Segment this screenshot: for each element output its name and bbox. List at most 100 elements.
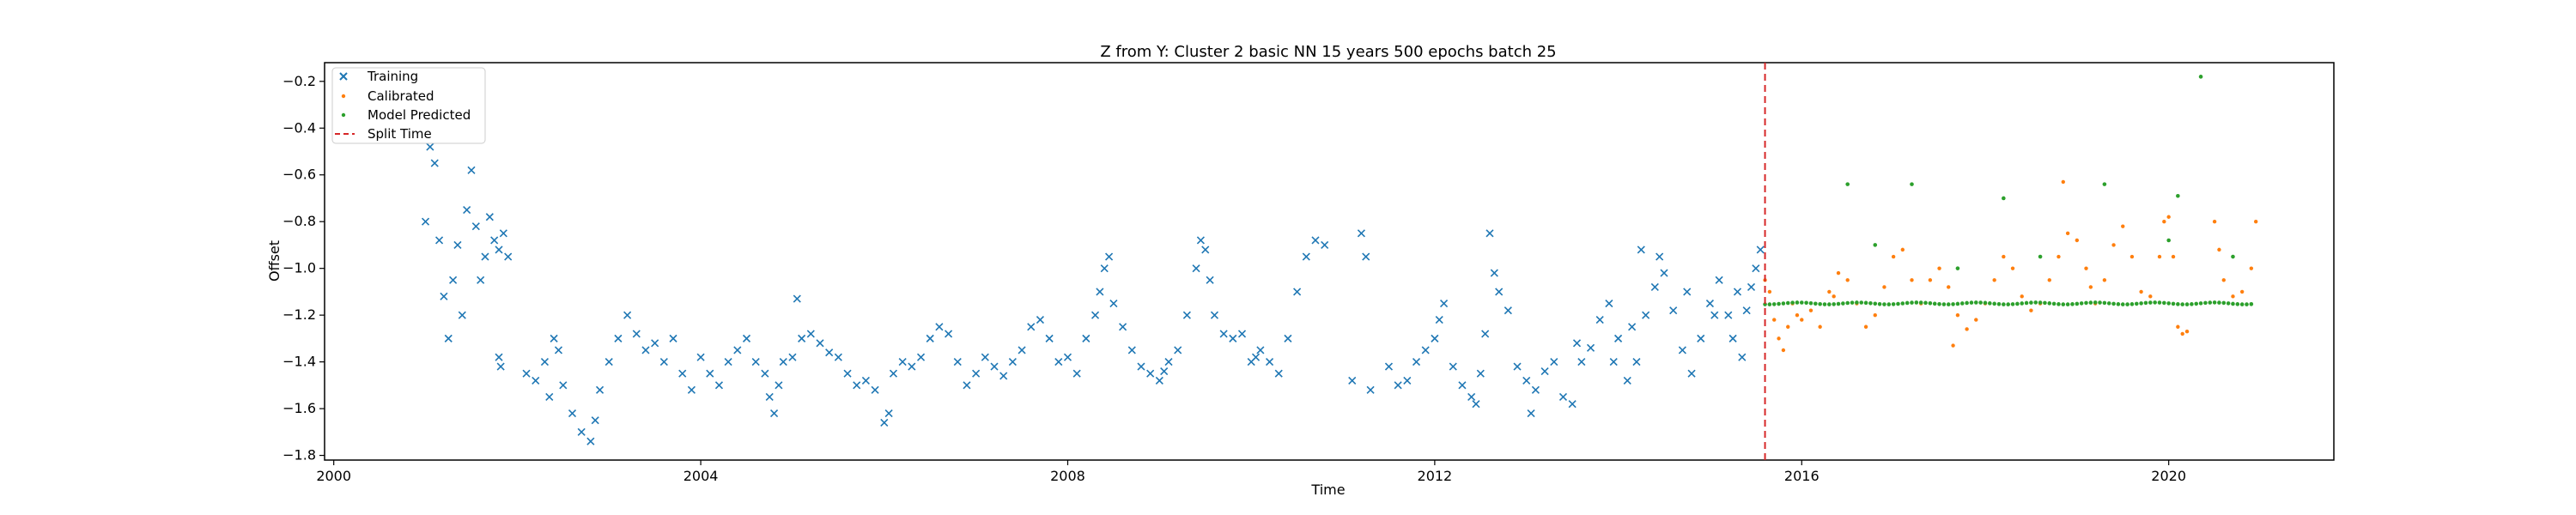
predicted-point bbox=[2075, 301, 2080, 306]
training-point bbox=[1192, 264, 1200, 273]
predicted-point bbox=[2024, 300, 2029, 306]
calibrated-point bbox=[1900, 247, 1905, 252]
training-point bbox=[1182, 311, 1191, 319]
training-point bbox=[591, 416, 599, 425]
predicted-point bbox=[1863, 300, 1868, 306]
predicted-point bbox=[2180, 302, 2184, 306]
training-point bbox=[999, 372, 1008, 380]
y-tick-label: −0.8 bbox=[283, 213, 316, 229]
predicted-point bbox=[2212, 300, 2217, 305]
predicted-point bbox=[2198, 75, 2203, 79]
predicted-point bbox=[1781, 301, 1786, 306]
predicted-point bbox=[1900, 301, 1905, 306]
training-point bbox=[1018, 346, 1026, 354]
y-tick-label: −1.8 bbox=[283, 447, 316, 464]
predicted-point bbox=[2111, 301, 2116, 306]
predicted-point bbox=[2106, 301, 2111, 306]
calibrated-point bbox=[2020, 294, 2024, 299]
calibrated-point bbox=[2057, 254, 2061, 259]
predicted-point bbox=[1855, 300, 1859, 305]
training-point bbox=[1540, 367, 1549, 376]
calibrated-point bbox=[2075, 238, 2080, 243]
training-point bbox=[426, 142, 434, 151]
predicted-point bbox=[1992, 301, 1996, 306]
training-point bbox=[449, 276, 458, 284]
training-point bbox=[1348, 376, 1357, 385]
calibrated-point bbox=[2184, 330, 2190, 334]
training-point bbox=[440, 292, 448, 300]
training-point bbox=[1008, 358, 1017, 367]
training-point bbox=[1458, 381, 1467, 390]
y-tick-label: −1.6 bbox=[283, 400, 316, 416]
training-point bbox=[1531, 385, 1540, 394]
predicted-point bbox=[2231, 254, 2235, 259]
calibrated-point bbox=[2111, 243, 2116, 247]
training-point bbox=[935, 323, 944, 331]
training-point bbox=[540, 358, 550, 367]
training-point bbox=[751, 358, 760, 367]
predicted-point bbox=[2002, 302, 2006, 306]
predicted-point bbox=[1905, 300, 1910, 306]
predicted-point bbox=[1955, 266, 1960, 270]
training-point bbox=[554, 346, 563, 354]
training-point bbox=[1605, 299, 1613, 308]
predicted-point bbox=[1873, 301, 1878, 306]
plot-frame bbox=[324, 62, 2335, 461]
predicted-point bbox=[1868, 300, 1873, 306]
predicted-point bbox=[2070, 302, 2075, 306]
training-point bbox=[1558, 392, 1568, 402]
training-point bbox=[825, 348, 834, 357]
calibrated-point bbox=[1891, 254, 1896, 259]
training-point bbox=[605, 358, 613, 367]
training-point bbox=[871, 385, 879, 394]
training-point bbox=[1394, 381, 1402, 390]
predicted-point bbox=[1959, 301, 1965, 306]
training-point bbox=[1237, 330, 1247, 338]
training-point bbox=[559, 381, 568, 390]
legend-calibrated: Calibrated bbox=[341, 88, 434, 104]
predicted-point bbox=[2116, 302, 2121, 306]
training-point bbox=[1104, 252, 1114, 261]
y-axis: −1.8 −1.6 −1.4 −1.2 −1.0 −0.8 −0.6 −0.4 −0.2 bbox=[283, 73, 325, 464]
training-point bbox=[471, 222, 480, 231]
predicted-point bbox=[1983, 300, 1988, 306]
training-point bbox=[1683, 288, 1692, 296]
training-point bbox=[1063, 353, 1072, 361]
predicted-point bbox=[2176, 193, 2180, 198]
predicted-point bbox=[1928, 301, 1933, 306]
predicted-point bbox=[2038, 300, 2043, 305]
predicted-point bbox=[1808, 300, 1814, 306]
legend-training: Training bbox=[339, 69, 418, 84]
calibrated-point bbox=[2002, 254, 2006, 259]
training-point bbox=[550, 334, 558, 342]
training-point bbox=[1082, 334, 1091, 342]
predicted-point bbox=[2125, 302, 2129, 306]
training-point bbox=[1595, 316, 1604, 324]
predicted-point bbox=[2171, 301, 2176, 306]
predicted-point bbox=[1910, 300, 1914, 305]
calibrated-point bbox=[1777, 336, 1781, 341]
training-point bbox=[434, 236, 444, 245]
predicted-point bbox=[2065, 302, 2070, 306]
predicted-point bbox=[2217, 300, 2221, 305]
training-point bbox=[458, 311, 466, 319]
predicted-point bbox=[1973, 300, 1978, 305]
calibrated-point bbox=[1965, 327, 1969, 331]
predicted-point bbox=[2006, 302, 2010, 306]
training-point bbox=[1747, 282, 1756, 292]
predicted-point bbox=[2157, 300, 2162, 305]
calibrated-point bbox=[1992, 278, 1996, 282]
training-point bbox=[1710, 311, 1719, 319]
training-point bbox=[1045, 334, 1054, 342]
x-tick-label: 2012 bbox=[1418, 468, 1453, 484]
training-point bbox=[769, 409, 779, 418]
training-point bbox=[761, 369, 769, 378]
predicted-point bbox=[2129, 302, 2135, 306]
predicted-point bbox=[1891, 302, 1896, 306]
training-point bbox=[1742, 306, 1751, 315]
training-point bbox=[1155, 376, 1163, 385]
predicted-point bbox=[2033, 300, 2038, 305]
training-point bbox=[1403, 376, 1412, 385]
training-point bbox=[568, 409, 577, 418]
training-point bbox=[779, 358, 787, 367]
